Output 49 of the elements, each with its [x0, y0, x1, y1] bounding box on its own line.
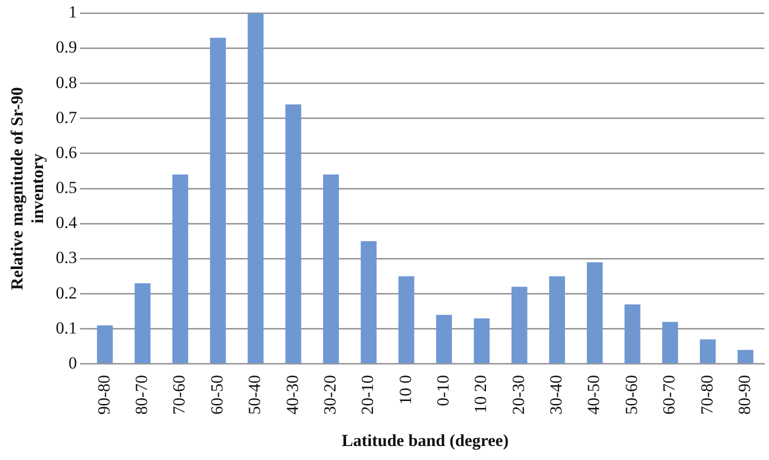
bar — [360, 241, 377, 364]
bar — [549, 276, 565, 364]
y-tick-label: 0.1 — [56, 318, 78, 338]
bar — [398, 276, 414, 364]
x-tick-label: 0-10 — [434, 374, 452, 406]
x-tick-label: 30-40 — [546, 374, 566, 415]
bar — [436, 314, 452, 364]
bar — [586, 262, 603, 364]
bar — [624, 304, 640, 364]
x-tick-label: 80-90 — [734, 374, 754, 415]
x-tick-label: 50-60 — [622, 374, 641, 415]
x-tick-label: 70-80 — [697, 374, 716, 415]
x-tick-label: 60-50 — [207, 374, 226, 415]
y-tick-label: 0.4 — [56, 213, 78, 232]
bar — [700, 339, 716, 364]
y-tick-label: 0.3 — [56, 248, 78, 268]
x-axis-title: Latitude band (degree) — [342, 431, 509, 450]
x-tick-label: 10 0 — [396, 374, 415, 405]
y-tick-label: 0.6 — [56, 142, 78, 162]
bar — [134, 283, 150, 364]
x-tick-label: 40-50 — [584, 374, 604, 415]
bar — [738, 350, 754, 364]
x-tick-label: 90-80 — [94, 374, 114, 415]
y-tick-label: 0.5 — [56, 178, 78, 198]
x-tick-label: 20-10 — [358, 374, 378, 415]
x-tick-label: 10 20 — [471, 374, 490, 414]
y-tick-label: 0 — [68, 353, 78, 372]
x-tick-label: 20-30 — [508, 374, 528, 415]
x-tick-label: 50-40 — [245, 374, 264, 415]
bar — [662, 322, 678, 364]
x-tick-label: 80-70 — [132, 374, 152, 415]
bar — [96, 325, 113, 364]
y-tick-label: 0.9 — [56, 38, 78, 57]
bar — [285, 104, 302, 364]
bar — [511, 286, 528, 364]
y-tick-label: 0.2 — [56, 283, 78, 302]
x-tick-label: 60-70 — [660, 374, 679, 415]
y-axis-title: Relative magnitude of Sr-90 inventory — [8, 87, 47, 290]
y-tick-label: 0.7 — [56, 108, 78, 127]
x-tick-label: 30-20 — [320, 374, 340, 415]
bar — [474, 318, 490, 364]
bar — [248, 13, 264, 364]
x-tick-label: 70-60 — [170, 374, 189, 415]
x-tick-label: 40-30 — [282, 374, 302, 415]
bar — [172, 174, 188, 364]
bar — [210, 38, 226, 364]
y-tick-label: 0.8 — [56, 72, 78, 92]
y-tick-label: 1 — [68, 2, 78, 22]
bar — [323, 174, 339, 364]
